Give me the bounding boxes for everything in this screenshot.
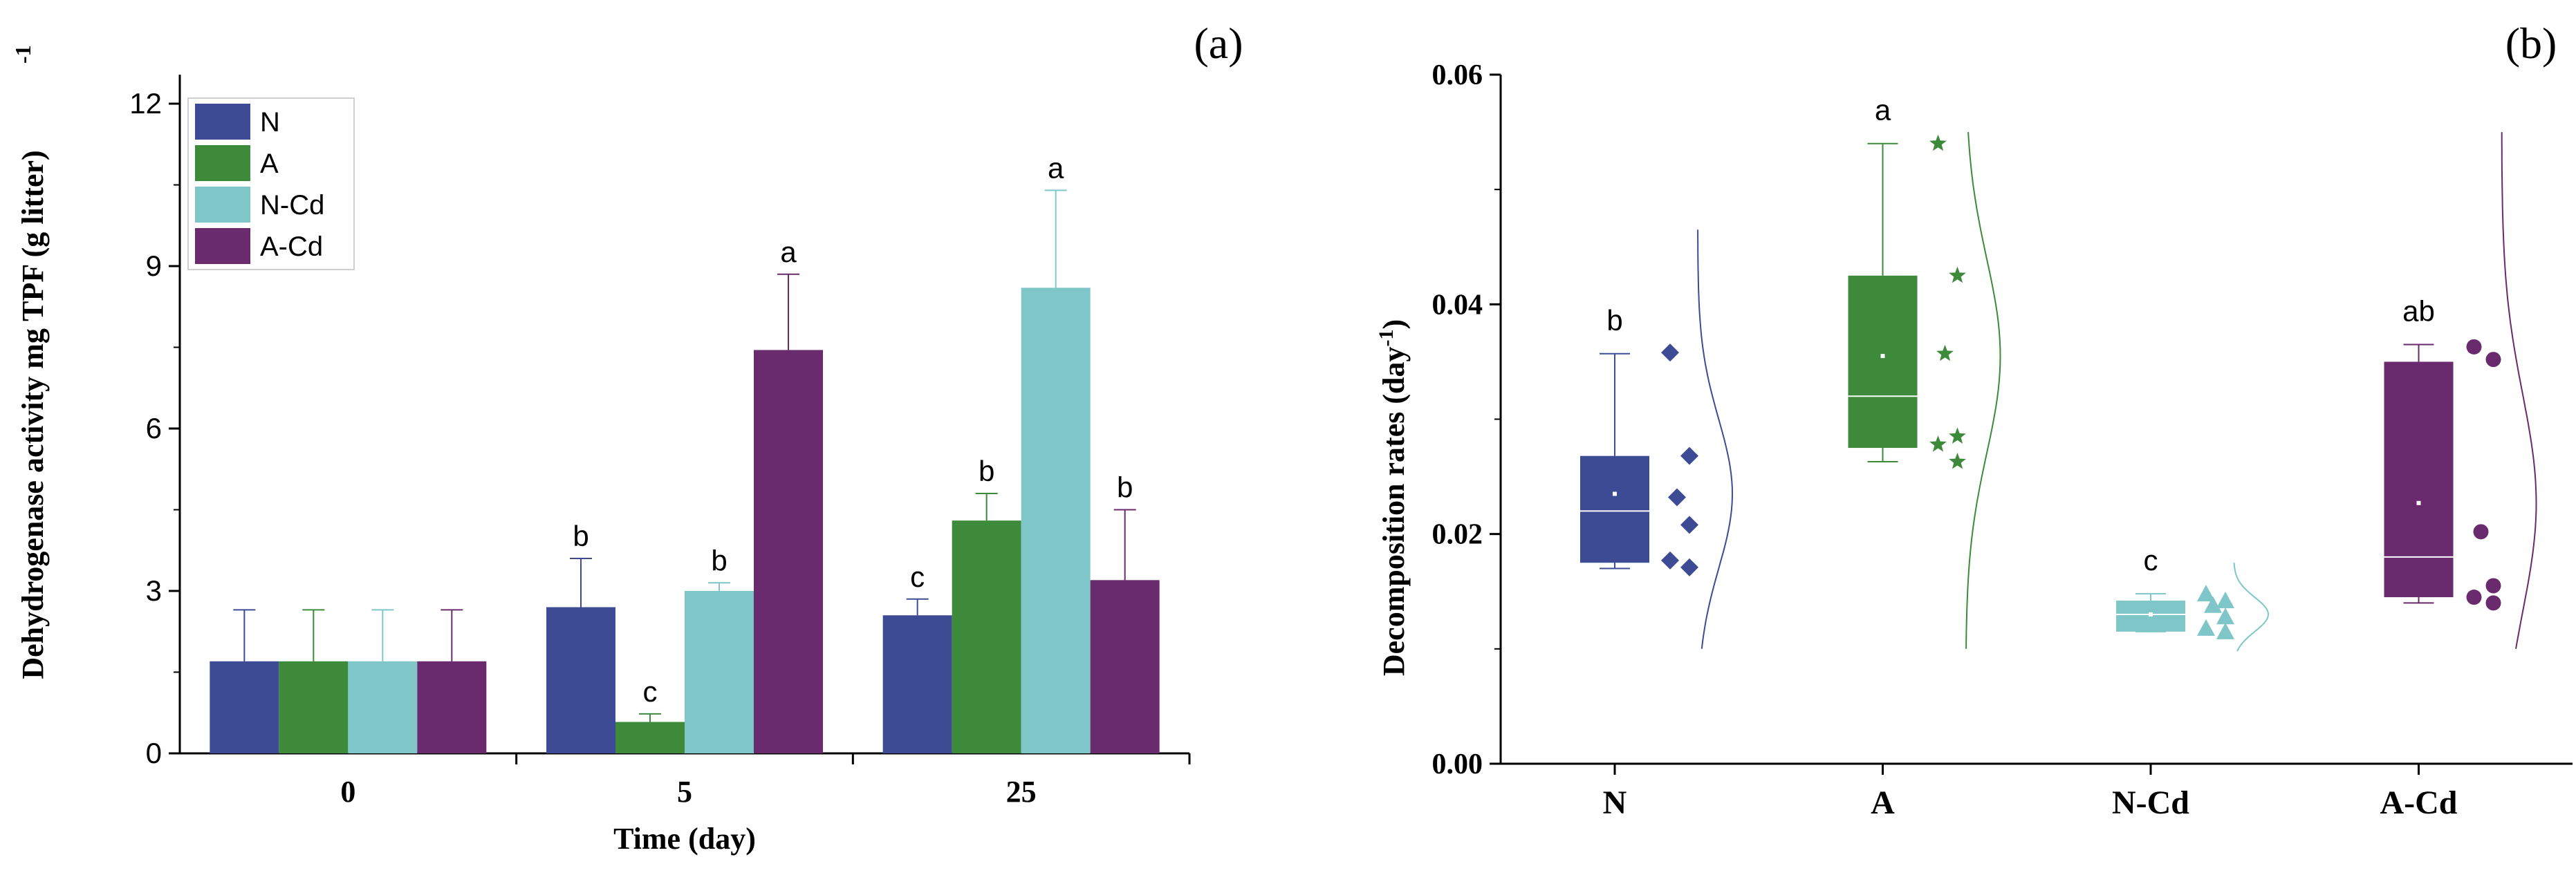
panel-b-data-point — [1949, 453, 1966, 469]
panel-b-data-point — [2485, 595, 2501, 611]
panel-a-y-tick-label: 9 — [146, 250, 162, 282]
panel-b-significance-label: b — [1606, 304, 1622, 337]
panel-b-box-chart: 0.00 0.02 0.04 0.06 N A N-Cd A-Cd b a c ab Decomp… — [1375, 19, 2573, 821]
panel-b-data-point — [1929, 134, 1947, 151]
panel-a-x-tick-label: 5 — [677, 775, 692, 809]
panel-b-box-a — [1848, 275, 1918, 449]
panel-a-y-tick-label: 12 — [129, 87, 162, 120]
panel-a-legend: NA N-Cd A-Cd — [187, 97, 355, 270]
panel-b-data-point — [1661, 344, 1679, 362]
panel-b-distribution-curve — [1697, 229, 1734, 649]
panel-a-significance-label: a — [1048, 151, 1064, 184]
panel-a-x-axis-title: Time (day) — [613, 822, 756, 856]
panel-b-data-point — [2197, 619, 2215, 636]
panel-b-distribution-curve — [1965, 132, 2001, 649]
panel-b-mean-marker — [1613, 491, 1617, 496]
panel-a-bar-a-cd-day-5 — [754, 350, 823, 754]
panel-a-bar-a-day-25 — [952, 520, 1021, 753]
panel-b-data-point — [1936, 344, 1954, 361]
panel-b-data-point — [1929, 435, 1947, 452]
panel-a-significance-label: b — [573, 520, 589, 552]
panel-b-data-point — [1680, 558, 1698, 576]
panel-b-data-point — [2473, 524, 2489, 540]
panel-b-data-point — [1949, 427, 1966, 444]
panel-a-legend-swatch — [195, 104, 250, 140]
panel-b-mean-marker — [2149, 612, 2153, 617]
panel-b-y-tick-label: 0.02 — [1432, 519, 1483, 551]
panel-a-bar-n-cd-day-0 — [348, 661, 418, 753]
panel-a-legend-swatch — [195, 228, 250, 264]
panel-a-bar-a-cd-day-25 — [1090, 580, 1160, 753]
panel-b-data-point — [1661, 551, 1679, 570]
panel-a-y-tick-label: 6 — [146, 412, 162, 444]
panel-a-significance-label: b — [1117, 471, 1133, 504]
panel-a-significance-label: b — [979, 455, 994, 487]
panel-b-distribution-curve — [2501, 132, 2537, 649]
panel-a-bar-n-cd-day-5 — [685, 591, 754, 753]
panel-a-y-axis-title: Dehydrogenase activity mg TPF (g litter) — [16, 150, 50, 679]
panel-b-x-tick-label: N — [1603, 784, 1627, 821]
panel-b-data-point — [2466, 339, 2482, 355]
panel-b-mean-marker — [2416, 500, 2421, 505]
panel-a-legend-label: N — [260, 107, 280, 138]
panel-a-legend-label: N-Cd — [260, 190, 324, 220]
panel-a-significance-label: c — [643, 675, 658, 708]
panel-a-legend-label: A — [260, 149, 279, 179]
panel-b-x-tick-label: N-Cd — [2112, 784, 2189, 821]
panel-a-bar-n-day-5 — [546, 607, 615, 753]
panel-a-y-axis-title-exponent: -1 — [10, 45, 35, 64]
panel-b-x-tick-label: A-Cd — [2380, 784, 2457, 821]
panel-a-bar-a-cd-day-0 — [417, 661, 487, 753]
panel-a-bar-n-day-25 — [882, 615, 952, 753]
panel-b-data-point — [2466, 590, 2482, 605]
panel-b-y-tick-label: 0.06 — [1432, 59, 1483, 91]
panel-b-box-n — [1580, 455, 1649, 563]
panel-a-significance-label: b — [711, 544, 727, 576]
panel-a-legend-swatch — [195, 145, 250, 181]
panel-a-y-tick-label: 0 — [146, 737, 162, 769]
panel-b-data-point — [2216, 622, 2234, 639]
panel-b-data-point — [1949, 266, 1966, 283]
panel-a-bar-n-day-0 — [210, 661, 279, 753]
panel-a-bar-chart: 0 3 6 9 12 0 5 25 b c b a c b a b NA N-Cd A-Cd Time (da… — [10, 19, 1243, 856]
panel-b-data-point — [2197, 585, 2215, 602]
panel-b-significance-label: c — [2144, 544, 2158, 576]
panel-b-data-point — [2216, 608, 2234, 625]
panel-b-y-axis-title: Decomposition rates (day-1) — [1375, 319, 1411, 676]
panel-b-label: (b) — [2505, 19, 2557, 68]
panel-b-data-point — [2485, 352, 2501, 368]
panel-b-x-tick-label: A — [1871, 784, 1895, 821]
panel-b-data-point — [2216, 592, 2234, 609]
panel-b-data-point — [2204, 596, 2222, 613]
panel-a-bar-n-cd-day-25 — [1021, 288, 1091, 753]
panel-a-legend-label: A-Cd — [260, 232, 323, 262]
panel-b-y-tick-label: 0.00 — [1432, 749, 1483, 780]
panel-b-box-a-cd — [2384, 361, 2454, 598]
panel-b-y-tick-label: 0.04 — [1432, 289, 1483, 321]
panel-a-legend-swatch — [195, 187, 250, 223]
panel-b-data-point — [1668, 488, 1686, 507]
panel-a-bar-a-day-0 — [279, 661, 349, 753]
panel-b-significance-label: ab — [2402, 294, 2435, 327]
panel-b-mean-marker — [1880, 354, 1885, 359]
panel-b-data-point — [1680, 446, 1698, 465]
panel-a-x-tick-label: 0 — [340, 775, 355, 809]
panel-a-significance-label: c — [910, 561, 925, 593]
panel-a-y-tick-label: 3 — [146, 574, 162, 607]
panel-b-data-point — [1680, 516, 1698, 534]
panel-b-significance-label: a — [1875, 94, 1891, 126]
panel-a-label: (a) — [1194, 19, 1243, 68]
panel-a-x-tick-label: 25 — [1006, 775, 1037, 809]
panel-b-distribution-curve — [2233, 563, 2270, 652]
panel-b-data-point — [2485, 578, 2501, 594]
panel-a-significance-label: a — [780, 236, 797, 268]
panel-a-bar-a-day-5 — [615, 722, 685, 753]
